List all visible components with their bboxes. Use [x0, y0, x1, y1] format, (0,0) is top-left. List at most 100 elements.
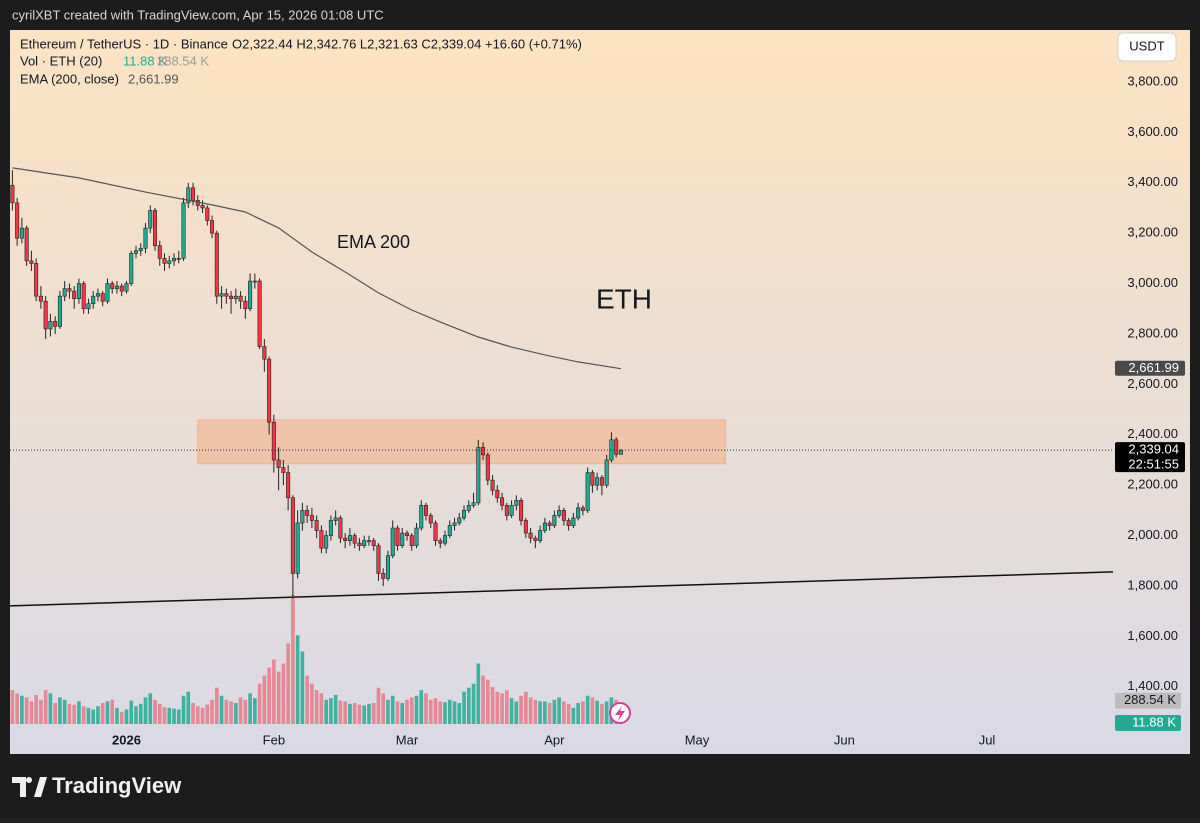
candle-body: [210, 220, 215, 234]
x-tick-label: Feb: [263, 732, 285, 747]
candle-body: [419, 505, 424, 529]
candle-body: [243, 300, 248, 310]
volume-bar: [43, 690, 48, 724]
volume-bar: [319, 693, 324, 724]
candle-body: [290, 497, 295, 574]
volume-bar: [552, 699, 557, 724]
volume-bar: [281, 663, 286, 724]
candle-body: [105, 283, 110, 302]
volume-bar: [48, 693, 53, 724]
candle-body: [224, 293, 229, 297]
volume-bar: [595, 700, 599, 724]
candle-body: [57, 295, 62, 327]
volume-bar: [310, 683, 314, 724]
volume-bar: [600, 703, 604, 724]
volume-tag: [1115, 715, 1181, 732]
volume-bar: [395, 701, 400, 724]
volume-bar: [91, 709, 96, 724]
candle-body: [333, 517, 338, 521]
candle-body: [509, 505, 514, 516]
candle-body: [552, 515, 557, 526]
volume-legend: Vol · ETH (20): [20, 53, 102, 68]
candle-body: [281, 467, 286, 473]
volume-bar: [324, 699, 328, 724]
candle-body: [566, 520, 571, 526]
candle-body: [172, 258, 177, 262]
y-tick-label: 1,800.00: [1127, 577, 1178, 592]
candle-body: [110, 283, 115, 289]
volume-bar: [386, 699, 390, 724]
volume-bar: [34, 694, 38, 724]
volume-bar: [562, 701, 566, 724]
candle-body: [214, 232, 219, 297]
candle-body: [19, 227, 24, 239]
volume-bar: [77, 701, 81, 724]
annotation: ETH: [596, 283, 652, 314]
candle-body: [395, 527, 400, 546]
volume-bar: [514, 701, 519, 724]
candle-body: [257, 280, 262, 347]
candle-body: [414, 527, 419, 546]
volume-bar: [314, 690, 319, 724]
candle-body: [409, 535, 414, 546]
y-tick-label: 2,000.00: [1127, 527, 1178, 542]
candle-body: [571, 517, 576, 526]
candle-body: [24, 227, 29, 262]
candle-body: [485, 454, 490, 481]
volume-bar: [143, 697, 148, 724]
y-tick-label: 2,200.00: [1127, 477, 1178, 492]
volume-bar: [238, 697, 243, 724]
candle-body: [580, 507, 585, 511]
currency[interactable]: USDT: [1129, 38, 1164, 53]
volume-bar: [172, 708, 176, 724]
volume-bar: [352, 703, 357, 724]
candle-body: [43, 300, 48, 330]
candle-body: [114, 285, 119, 289]
y-tick-label: 3,800.00: [1127, 73, 1178, 88]
volume-bar: [81, 706, 86, 724]
candle-body: [233, 295, 238, 299]
candle-body: [267, 358, 272, 423]
candle-body: [10, 184, 15, 204]
candle-body: [585, 472, 590, 511]
candle-body: [119, 285, 124, 292]
candle-body: [162, 258, 167, 264]
currency-button[interactable]: [1117, 32, 1177, 62]
volume-bar: [490, 686, 495, 724]
volume-bar: [381, 693, 386, 724]
candle-body: [148, 210, 153, 229]
volume-bar: [443, 702, 447, 724]
resistance-zone: [197, 419, 727, 465]
candle-body: [324, 535, 329, 549]
volume-bar: [58, 697, 62, 724]
candle-body: [604, 459, 609, 486]
volume-value: 11.88 K: [123, 53, 167, 68]
candle-body: [547, 522, 552, 526]
volume-bar: [205, 704, 210, 724]
volume-bar: [29, 701, 34, 724]
volume-bar: [424, 693, 428, 724]
candle-body: [495, 489, 500, 499]
candle-body: [400, 532, 405, 546]
volume-bar: [224, 699, 229, 724]
volume-bar: [86, 707, 91, 724]
volume-bar: [39, 699, 43, 724]
volume-bar: [571, 707, 576, 724]
volume-bar: [329, 698, 333, 724]
volume-bar: [305, 675, 309, 724]
candle-body: [519, 500, 524, 521]
candle-body: [95, 293, 100, 297]
volume-bar: [300, 651, 305, 724]
candle-body: [362, 540, 367, 546]
x-tick-label: May: [685, 732, 710, 747]
candle-body: [319, 530, 324, 549]
candle-body: [176, 258, 181, 260]
candle-body: [262, 346, 267, 360]
volume-bar: [462, 691, 466, 724]
volume-bar: [157, 703, 162, 724]
volume-bar: [105, 701, 110, 724]
volume-bar: [471, 683, 476, 724]
candle-body: [62, 288, 67, 297]
price-tag: [1115, 442, 1185, 473]
